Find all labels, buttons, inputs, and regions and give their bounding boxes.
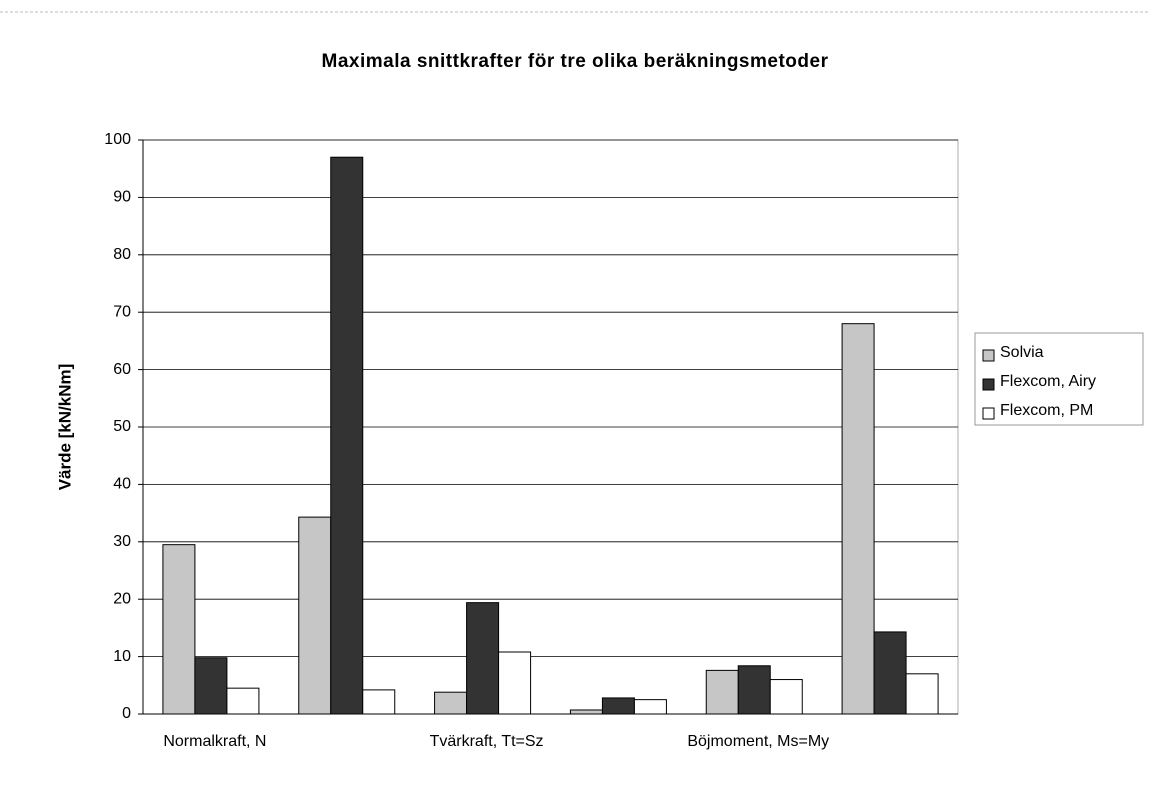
- legend-label: Solvia: [1000, 344, 1044, 361]
- chart-title: Maximala snittkrafter för tre olika berä…: [322, 51, 829, 72]
- y-tick-label: 20: [113, 590, 131, 607]
- y-tick-label: 70: [113, 303, 131, 320]
- bar: [330, 156, 364, 715]
- y-tick-label: 30: [113, 533, 131, 550]
- legend-label: Flexcom, Airy: [1000, 373, 1096, 390]
- legend-label: Flexcom, PM: [1000, 402, 1093, 419]
- y-tick-label: 80: [113, 246, 131, 263]
- bar: [162, 544, 196, 715]
- legend-swatch: [982, 378, 995, 391]
- y-tick-label: 90: [113, 189, 131, 206]
- y-tick-label: 10: [113, 648, 131, 665]
- bar: [705, 669, 739, 715]
- x-tick-label: Normalkraft, N: [163, 733, 266, 750]
- bar: [569, 709, 603, 715]
- bar: [466, 602, 500, 715]
- bar: [498, 651, 532, 715]
- y-tick-label: 100: [104, 131, 131, 148]
- legend-swatch: [982, 407, 995, 420]
- bar: [737, 665, 771, 715]
- y-tick-label: 0: [122, 705, 131, 722]
- bar: [769, 679, 803, 715]
- bar: [841, 323, 875, 715]
- bar: [873, 631, 907, 715]
- y-tick-label: 60: [113, 361, 131, 378]
- x-tick-label: Tvärkraft, Tt=Sz: [430, 733, 544, 750]
- legend-box: [974, 332, 1144, 426]
- bar: [362, 689, 396, 715]
- y-tick-label: 50: [113, 418, 131, 435]
- bar: [434, 691, 468, 715]
- bar: [298, 516, 332, 715]
- bar: [194, 657, 228, 715]
- y-axis-title: Värde [kN/kNm]: [55, 364, 74, 491]
- legend-swatch: [982, 349, 995, 362]
- bar: [226, 687, 260, 715]
- bar: [633, 699, 667, 715]
- y-tick-label: 40: [113, 476, 131, 493]
- bar: [905, 673, 939, 715]
- bar: [601, 697, 635, 715]
- x-tick-label: Böjmoment, Ms=My: [687, 733, 829, 750]
